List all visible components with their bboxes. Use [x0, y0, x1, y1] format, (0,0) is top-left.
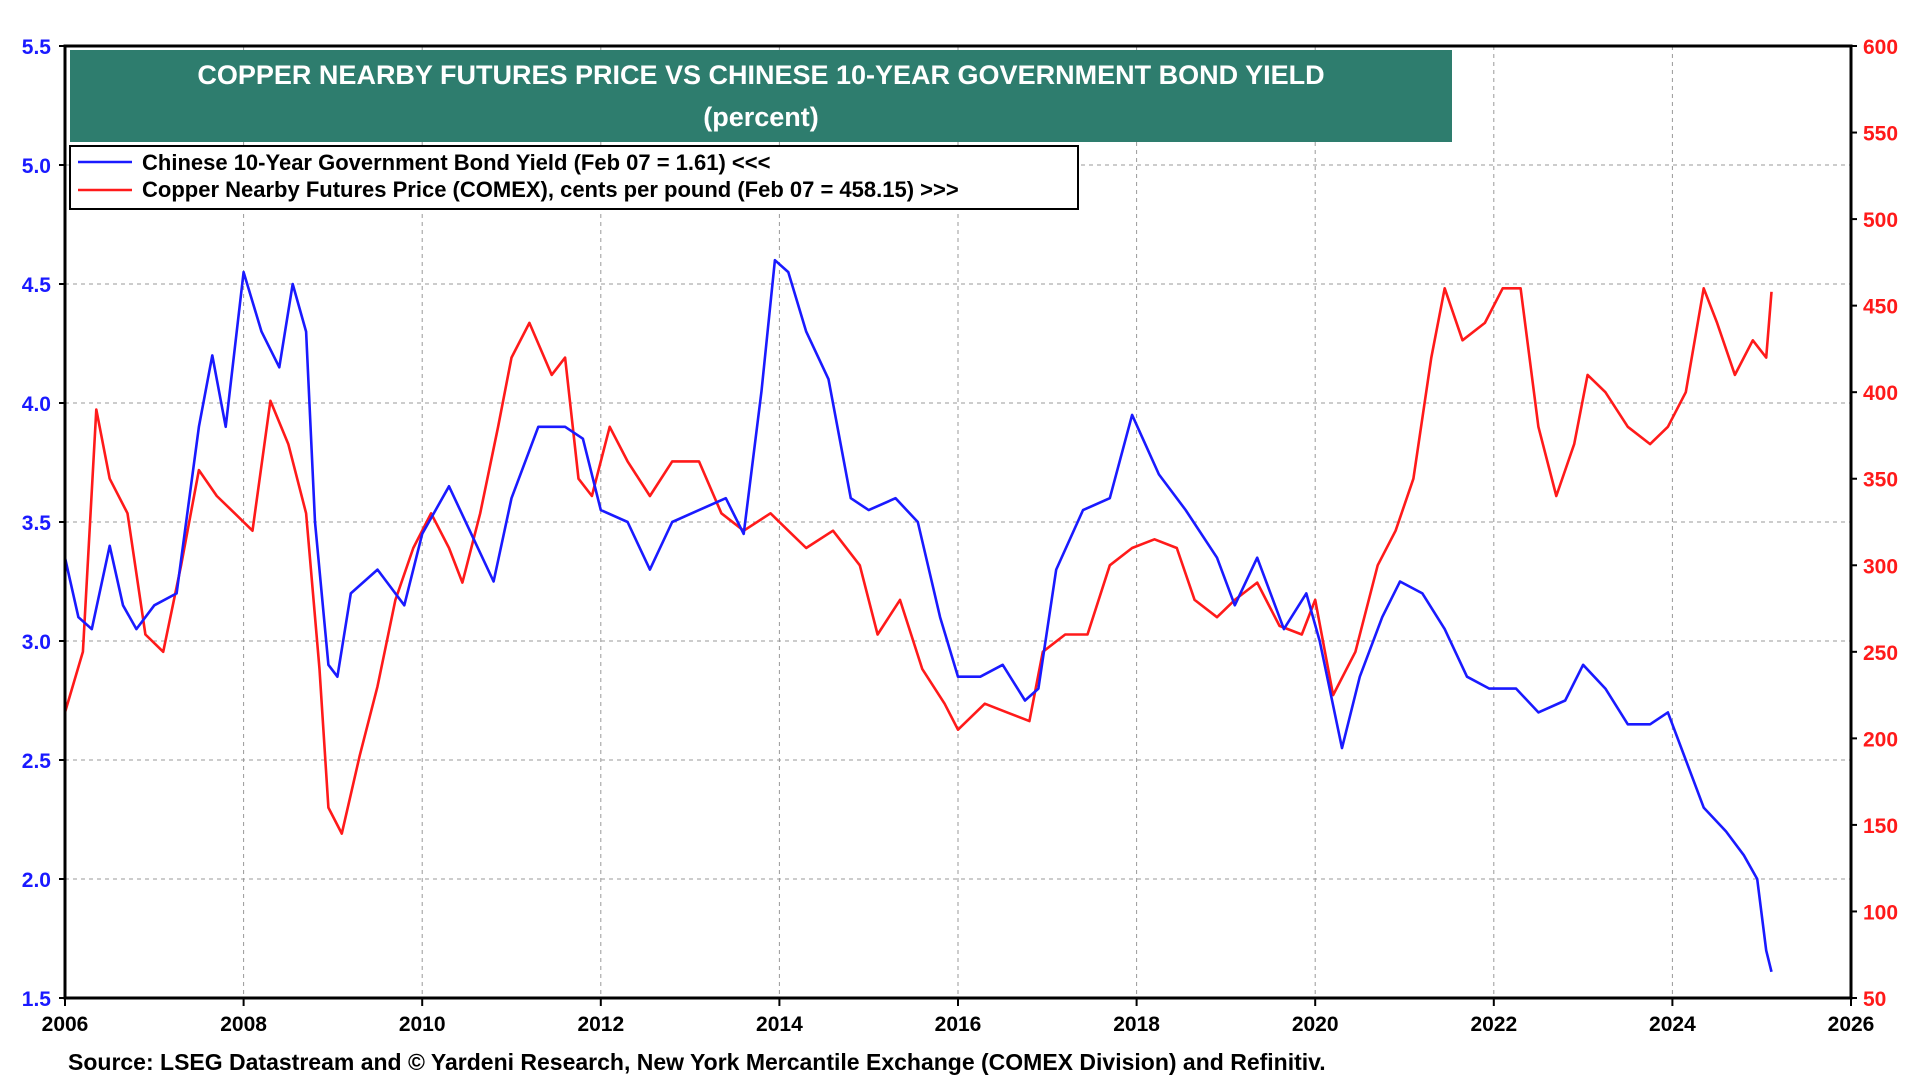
- tick-label-right: 550: [1863, 123, 1898, 146]
- tick-label-left: 3.5: [22, 512, 52, 535]
- tick-label-left: 4.0: [22, 393, 51, 416]
- tick-label-right: 500: [1863, 209, 1898, 232]
- chart-title: COPPER NEARBY FUTURES PRICE VS CHINESE 1…: [197, 60, 1324, 90]
- legend-label-copper: Copper Nearby Futures Price (COMEX), cen…: [142, 177, 959, 202]
- tick-label-left: 2.5: [22, 750, 52, 773]
- tick-label-x: 2012: [577, 1013, 624, 1036]
- series-layer: [63, 258, 1773, 973]
- tick-label-left: 3.0: [22, 631, 51, 654]
- tick-label-right: 600: [1863, 36, 1898, 59]
- chart-subtitle: (percent): [703, 102, 819, 132]
- tick-label-x: 2010: [399, 1013, 446, 1036]
- title-box: COPPER NEARBY FUTURES PRICE VS CHINESE 1…: [70, 50, 1452, 142]
- tick-label-x: 2014: [756, 1013, 803, 1036]
- tick-label-x: 2006: [42, 1013, 89, 1036]
- tick-label-left: 5.5: [22, 36, 52, 59]
- tick-label-right: 450: [1863, 296, 1898, 319]
- series-line-yield: [63, 258, 1773, 973]
- tick-label-x: 2018: [1113, 1013, 1160, 1036]
- tick-label-x: 2026: [1828, 1013, 1875, 1036]
- tick-label-x: 2020: [1292, 1013, 1339, 1036]
- tick-label-right: 350: [1863, 469, 1898, 492]
- y-axis-left: 5.5 5.0 4.5 4.0 3.5 3.0 2.5 2.0 1.5: [22, 36, 65, 1011]
- tick-label-x: 2016: [935, 1013, 982, 1036]
- tick-label-right: 150: [1863, 815, 1898, 838]
- tick-label-x: 2008: [220, 1013, 267, 1036]
- source-note: Source: LSEG Datastream and © Yardeni Re…: [68, 1049, 1326, 1075]
- legend-label-yield: Chinese 10-Year Government Bond Yield (F…: [142, 150, 770, 175]
- tick-label-right: 200: [1863, 728, 1898, 751]
- series-line-copper: [63, 287, 1773, 835]
- tick-label-right: 100: [1863, 901, 1898, 924]
- tick-label-right: 300: [1863, 555, 1898, 578]
- legend: Chinese 10-Year Government Bond Yield (F…: [69, 145, 1079, 210]
- tick-label-right: 50: [1863, 988, 1886, 1011]
- tick-label-left: 4.5: [22, 274, 52, 297]
- tick-label-x: 2024: [1649, 1013, 1696, 1036]
- tick-label-left: 5.0: [22, 155, 51, 178]
- tick-label-right: 250: [1863, 642, 1898, 665]
- x-axis: 2006 2008 2010 2012 2014 2016 2018 2020 2022 2024…: [42, 998, 1875, 1036]
- tick-label-left: 1.5: [22, 988, 52, 1011]
- tick-label-right: 400: [1863, 382, 1898, 405]
- tick-label-left: 2.0: [22, 869, 51, 892]
- y-axis-right: 600 550 500 450 400 350 300 250 200 150 100 50: [1851, 36, 1898, 1011]
- tick-label-x: 2022: [1470, 1013, 1517, 1036]
